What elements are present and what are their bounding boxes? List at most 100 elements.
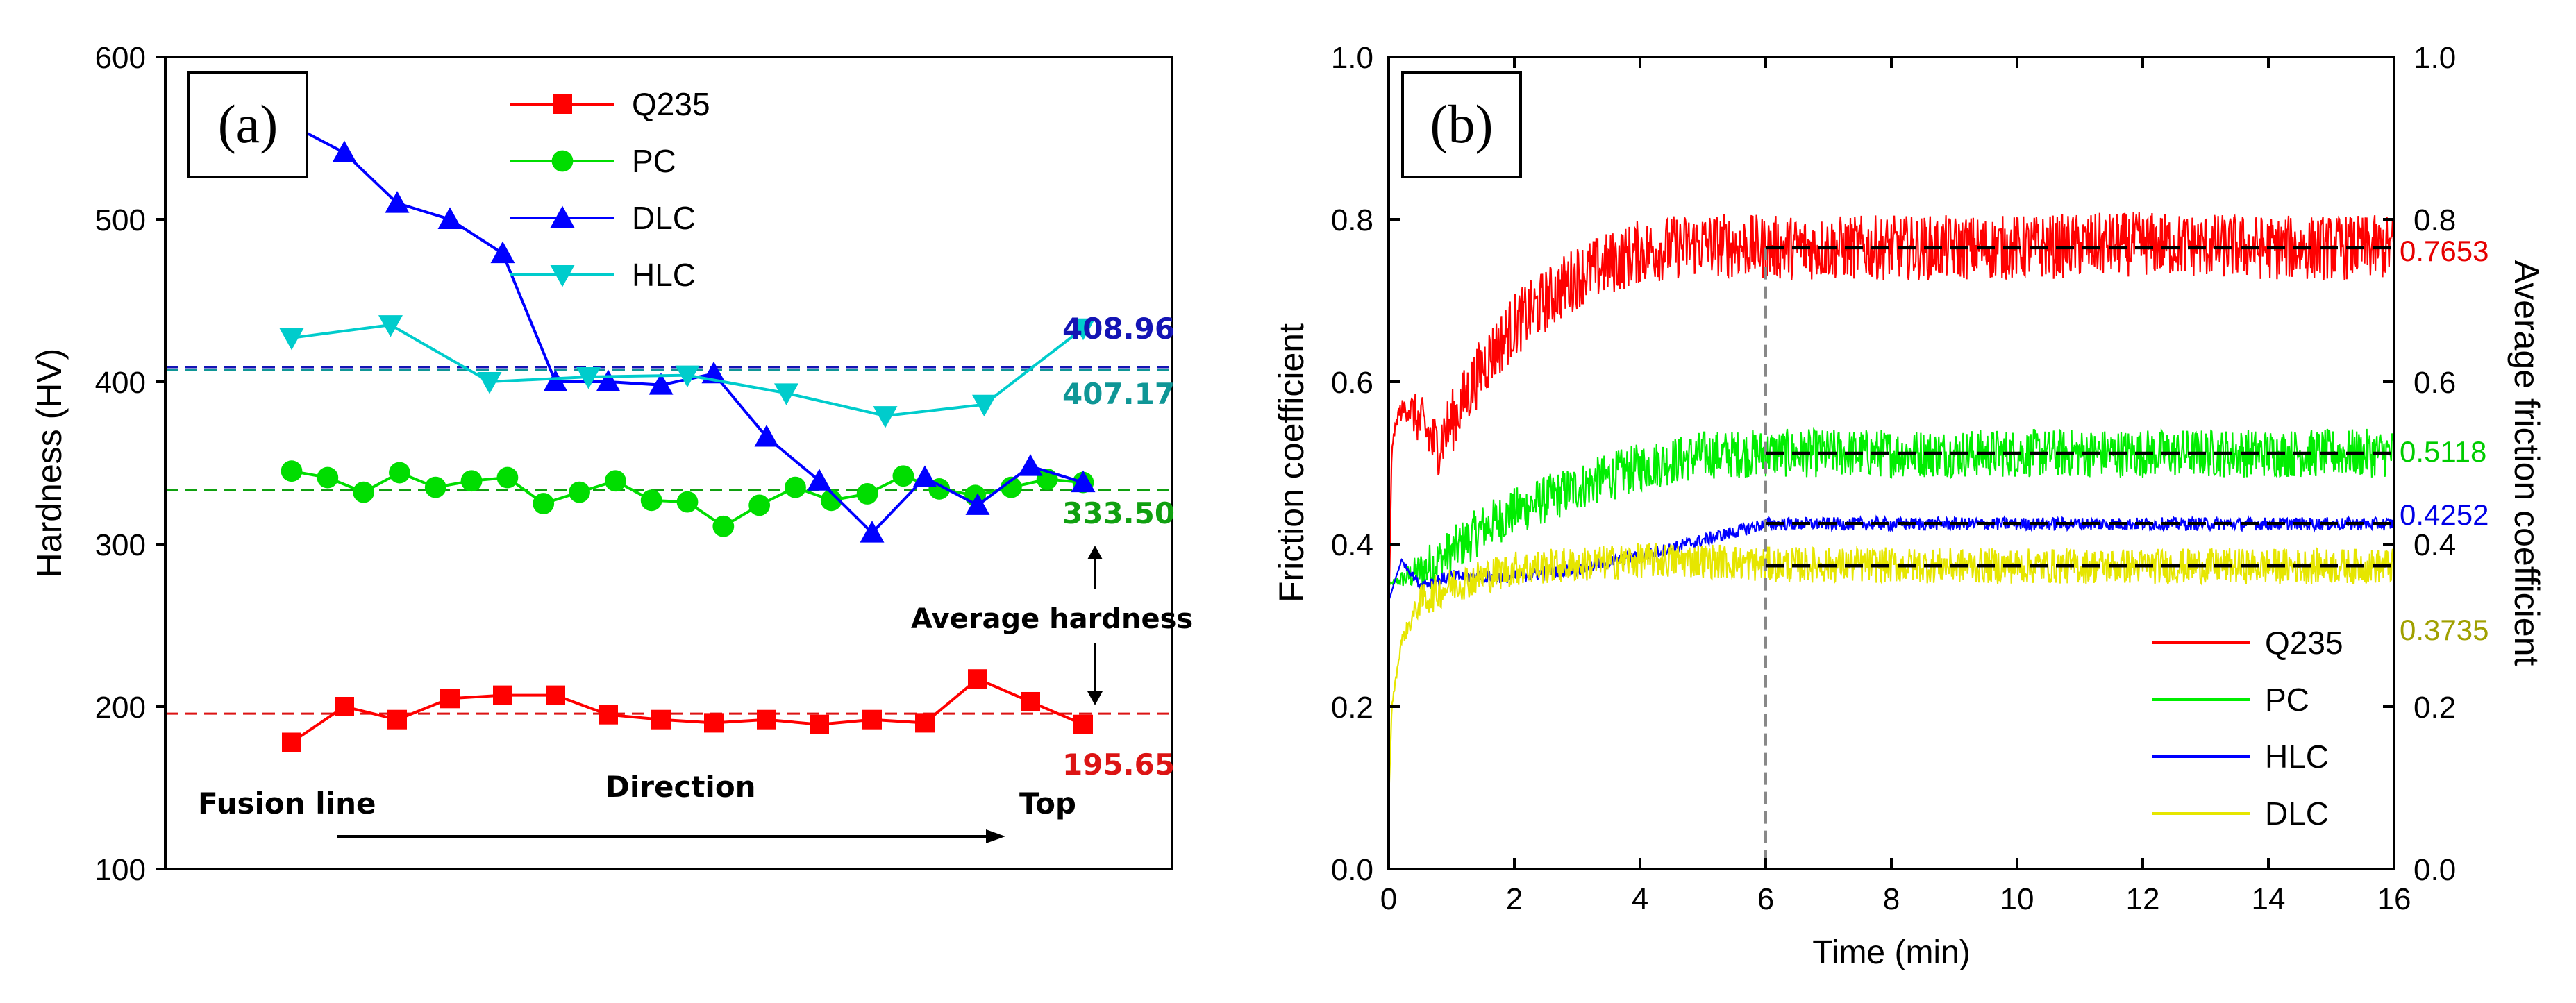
average-value-label-a: 407.17 [1062, 377, 1175, 411]
data-point-hlc [1071, 318, 1096, 341]
x-tick-label-b: 6 [1757, 882, 1774, 916]
data-point-dlc [965, 493, 990, 515]
y-tick-label-a: 300 [95, 528, 146, 562]
series-line-dlc [1387, 542, 2395, 804]
y-tick-label-a: 500 [95, 203, 146, 237]
data-point-pc [604, 470, 626, 492]
data-point-q235 [1073, 714, 1093, 734]
legend-label-q235: Q235 [632, 86, 710, 122]
data-point-q235 [1021, 691, 1040, 711]
series-line-hlc [1387, 514, 2395, 602]
friction-series [1387, 212, 2395, 804]
legend-label-hlc: HLC [2265, 739, 2329, 775]
data-point-hlc [378, 315, 403, 337]
data-point-dlc [332, 140, 357, 163]
data-point-pc [533, 493, 555, 514]
data-point-pc [748, 494, 771, 516]
y2-tick-label-b: 1.0 [2414, 41, 2456, 75]
data-point-hlc [279, 328, 304, 351]
data-point-dlc [754, 425, 779, 447]
y-axis-label-b: Friction coefficient [1272, 323, 1311, 602]
annotation-average-hardness: Average hardness [911, 603, 1193, 635]
arrow-head-up [1087, 546, 1103, 559]
data-point-dlc [1018, 454, 1043, 476]
data-point-pc [317, 466, 339, 489]
x-tick-label-b: 16 [2377, 882, 2411, 916]
average-hardness-lines [165, 366, 1172, 715]
average-value-label-a: 195.65 [1062, 748, 1175, 782]
y-tick-label-a: 400 [95, 366, 146, 400]
y2-tick-label-b: 0.2 [2414, 691, 2456, 725]
data-point-dlc [385, 191, 410, 213]
average-value-labels-a: 408.96 407.17 333.50 195.65 [1062, 312, 1175, 782]
y-tick-label-a: 200 [95, 691, 146, 725]
x-axis-label-b: Time (min) [1812, 934, 1971, 971]
data-point-pc [281, 460, 303, 482]
data-point-pc [676, 491, 699, 513]
data-point-hlc [774, 383, 798, 405]
data-point-pc [353, 481, 375, 503]
y-tick-label-b: 0.8 [1331, 203, 1373, 237]
average-friction-lines [1764, 246, 2394, 869]
legend-a: Q235 PC DLC HLC [510, 86, 710, 293]
x-tick-label-b: 0 [1380, 882, 1397, 916]
data-point-pc [785, 476, 806, 498]
data-point-q235 [440, 689, 460, 709]
data-point-dlc [860, 521, 885, 543]
data-point-pc [424, 476, 446, 498]
data-point-hlc [477, 372, 502, 394]
data-point-q235 [387, 709, 407, 730]
y-tick-label-b: 0.4 [1331, 528, 1373, 562]
series-line-dlc [291, 124, 1084, 535]
y2-tick-label-b: 0.6 [2414, 366, 2456, 400]
average-value-label-b: 0.5118 [2400, 435, 2486, 468]
data-point-q235 [546, 685, 565, 705]
x-tick-label-b: 8 [1883, 882, 1900, 916]
arrow-head-down [1087, 691, 1103, 705]
data-point-pc [712, 515, 735, 537]
data-point-pc [1000, 476, 1022, 498]
legend-label-q235: Q235 [2265, 625, 2343, 661]
data-point-hlc [675, 365, 700, 388]
y-axis-label-a: Hardness (HV) [30, 348, 69, 578]
panel-a-hardness-chart: 100 200 300 400 500 600 Hardness (HV) (a) Q23… [30, 41, 1193, 887]
plot-frame-a [164, 56, 1173, 870]
legend-marker-q235 [553, 94, 572, 114]
series-line-q235 [1387, 212, 2395, 626]
data-point-q235 [335, 697, 354, 716]
data-point-q235 [810, 714, 829, 734]
data-point-pc [569, 481, 590, 503]
data-point-pc [856, 483, 878, 505]
data-point-hlc [972, 394, 996, 417]
axis-ticks-b: 0 2 4 6 8 10 12 14 160.00.20.40.60.81.00.00.20.4… [1331, 41, 2456, 916]
direction-arrow-head [986, 829, 1005, 843]
data-point-q235 [757, 709, 776, 730]
data-point-pc [389, 462, 410, 484]
data-point-dlc [649, 373, 674, 395]
data-point-pc [640, 489, 662, 512]
annotation-fusion-line: Fusion line [198, 786, 376, 820]
data-point-q235 [599, 705, 618, 725]
series-line-pc [1388, 426, 2395, 589]
y-tick-label-b: 0.6 [1331, 366, 1373, 400]
x-tick-label-b: 2 [1506, 882, 1523, 916]
y-tick-label-a: 600 [95, 41, 146, 75]
y-tick-label-b: 1.0 [1331, 41, 1373, 75]
legend-marker-hlc [550, 265, 575, 287]
data-point-q235 [282, 732, 301, 752]
data-point-pc [820, 489, 842, 512]
average-value-label-b: 0.7653 [2400, 235, 2489, 267]
annotation-top: Top [1019, 786, 1076, 820]
annotation-direction: Direction [605, 770, 756, 804]
legend-marker-pc [551, 150, 574, 172]
data-point-pc [892, 465, 914, 487]
data-point-hlc [576, 366, 601, 389]
average-value-label-a: 333.50 [1062, 496, 1175, 530]
average-value-label-a: 408.96 [1062, 312, 1175, 346]
data-point-dlc [490, 241, 515, 264]
legend-label-dlc: DLC [2265, 795, 2329, 832]
legend-label-hlc: HLC [632, 257, 696, 293]
data-point-dlc [437, 207, 462, 229]
panel-label-box-b [1401, 71, 1522, 178]
